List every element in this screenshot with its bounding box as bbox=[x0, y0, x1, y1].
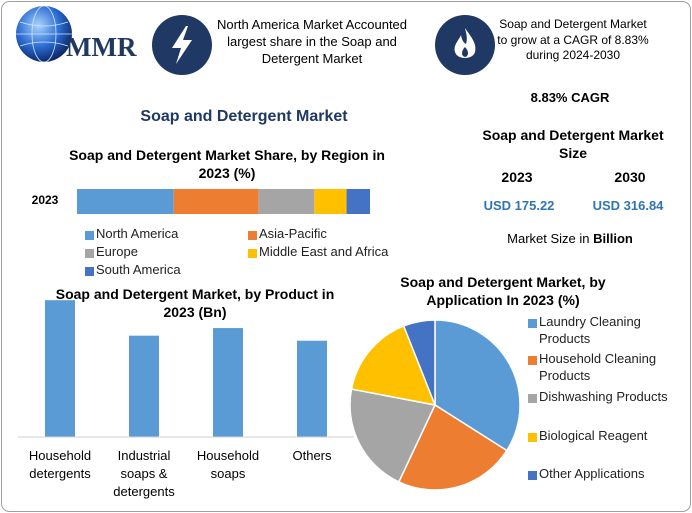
legend-swatch bbox=[528, 356, 537, 365]
bar bbox=[213, 328, 243, 437]
flame-icon bbox=[435, 15, 495, 75]
legend-label: Laundry Cleaning Products bbox=[539, 314, 641, 346]
legend-swatch bbox=[248, 231, 257, 240]
main-title: Soap and Detergent Market bbox=[140, 108, 348, 125]
bar-segment bbox=[77, 189, 174, 214]
size-title: Soap and Detergent Market Size bbox=[482, 127, 664, 162]
bar-segment bbox=[314, 189, 347, 214]
legend-label: Asia-Pacific bbox=[259, 226, 327, 241]
legend-label: Other Applications bbox=[539, 466, 645, 481]
legend-swatch bbox=[85, 249, 94, 258]
chart-title: Soap and Detergent Market, by Product in… bbox=[55, 286, 335, 321]
pie-slice bbox=[350, 324, 437, 406]
legend-swatch bbox=[528, 394, 537, 403]
bar bbox=[45, 300, 75, 437]
legend-swatch bbox=[528, 319, 537, 328]
legend-label: Dishwashing Products bbox=[539, 389, 668, 404]
x-tick-label: Household detergents bbox=[28, 448, 92, 482]
cagr: 8.83% CAGR bbox=[530, 90, 610, 105]
year: 2023 bbox=[501, 169, 533, 185]
logo-globe bbox=[16, 5, 72, 63]
legend-swatch bbox=[248, 249, 257, 258]
y-tick-label: 2023 bbox=[31, 193, 59, 207]
x-tick-label: Others bbox=[292, 448, 332, 463]
legend-label: North America bbox=[96, 226, 179, 241]
legend-swatch bbox=[85, 231, 94, 240]
bar bbox=[129, 335, 159, 437]
bar bbox=[297, 340, 327, 437]
legend-label: Biological Reagent bbox=[539, 428, 648, 443]
lightning-icon bbox=[152, 15, 212, 75]
bar-segment bbox=[258, 189, 315, 214]
header-box: Soap and Detergent Market to grow at a C… bbox=[497, 17, 649, 63]
year: 2030 bbox=[614, 169, 646, 185]
legend-label: South America bbox=[96, 262, 181, 277]
size-value: USD 175.22 bbox=[483, 198, 555, 213]
legend-label: Europe bbox=[96, 244, 138, 259]
pie-slice bbox=[402, 319, 436, 406]
bar-segment bbox=[346, 189, 370, 214]
legend-swatch bbox=[85, 267, 94, 276]
note-unit: Billion bbox=[593, 231, 633, 246]
chart-title: Soap and Detergent Market Share, by Regi… bbox=[69, 147, 385, 182]
chart-title: Soap and Detergent Market, by Applicatio… bbox=[400, 274, 606, 309]
pie-slice bbox=[349, 388, 437, 483]
size-note: Market Size in Billion bbox=[470, 231, 670, 248]
note-text: Market Size in bbox=[507, 231, 590, 246]
legend-label: Household Cleaning Products bbox=[539, 351, 657, 383]
x-tick-label: Household soaps bbox=[196, 448, 260, 482]
bar-segment bbox=[173, 189, 259, 214]
logo-text: MMR bbox=[66, 32, 137, 62]
header-box: North America Market Accounted largest s… bbox=[216, 17, 408, 66]
legend-label: Middle East and Africa bbox=[259, 244, 389, 259]
legend-swatch bbox=[528, 471, 537, 480]
x-tick-label: Industrial soaps & detergents bbox=[113, 448, 175, 500]
size-value: USD 316.84 bbox=[592, 198, 664, 213]
legend-swatch bbox=[528, 433, 537, 442]
